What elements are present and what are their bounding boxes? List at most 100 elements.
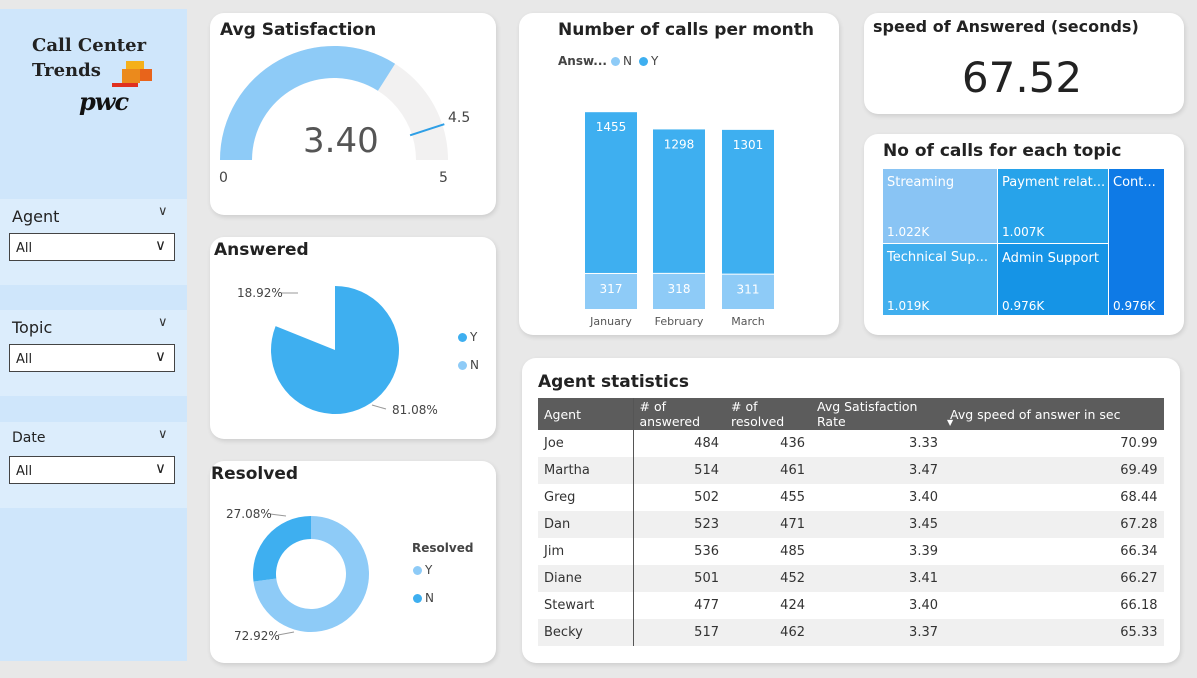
value-cell: 462 xyxy=(725,619,811,646)
speed-value: 67.52 xyxy=(961,53,1083,102)
agent-name-cell: Greg xyxy=(538,484,634,511)
legend-item-n[interactable]: N xyxy=(458,358,479,372)
bar-n[interactable] xyxy=(653,273,705,309)
legend-item-y[interactable]: Y xyxy=(413,563,432,577)
treemap-cell-cont[interactable] xyxy=(1109,169,1164,315)
column-header-satisfaction[interactable]: Avg Satisfaction Rate xyxy=(811,398,944,430)
treemap-cell-streaming[interactable] xyxy=(883,169,997,243)
agent-name-cell: Dan xyxy=(538,511,634,538)
treemap-cell-payment[interactable] xyxy=(998,169,1108,243)
legend-title: Resolved xyxy=(412,541,474,555)
sort-descending-icon: ▼ xyxy=(947,418,954,427)
value-cell: 69.49 xyxy=(944,457,1164,484)
card-title: speed of Answered (seconds) xyxy=(873,17,1139,36)
card-title: Avg Satisfaction xyxy=(220,20,377,40)
calls-per-month-card: Number of calls per month Answ... N Y 14… xyxy=(519,13,839,335)
value-cell: 3.45 xyxy=(811,511,944,538)
bar-y[interactable] xyxy=(653,129,705,273)
pie-label-n: 18.92% xyxy=(237,286,283,300)
table-row[interactable]: Jim 536 485 3.39 66.34 xyxy=(538,538,1164,565)
table-row[interactable]: Martha 514 461 3.47 69.49 xyxy=(538,457,1164,484)
slicer-topic: Topic ∨ All ∨ xyxy=(0,310,187,396)
chevron-down-icon: ∨ xyxy=(155,236,166,254)
bar-label-n: 311 xyxy=(737,283,760,297)
value-cell: 66.18 xyxy=(1120,598,1158,613)
value-cell: 3.40 xyxy=(909,598,938,613)
card-title: Answered xyxy=(214,240,309,260)
date-dropdown[interactable]: All ∨ xyxy=(9,456,175,484)
column-header-answered[interactable]: # of answered xyxy=(633,398,725,430)
agent-name-cell: Joe xyxy=(538,430,634,457)
value-cell: 66.27 xyxy=(944,565,1164,592)
pwc-logo: pwc xyxy=(79,87,129,116)
treemap-cell-technical[interactable] xyxy=(883,244,997,315)
gauge-min: 0 xyxy=(219,170,228,186)
value-cell: 477 xyxy=(694,598,719,613)
chevron-down-icon[interactable]: ∨ xyxy=(158,204,168,219)
bar-label-y: 1298 xyxy=(664,137,695,151)
bar-label-y: 1301 xyxy=(733,138,764,152)
avg-satisfaction-card: Avg Satisfaction 3.40 0 5 4.5 xyxy=(210,13,496,215)
value-cell: 3.37 xyxy=(811,619,944,646)
value-cell: 70.99 xyxy=(1120,436,1158,451)
table-row[interactable]: Stewart 477 424 3.40 66.18 xyxy=(538,592,1164,619)
legend-item-n[interactable]: N xyxy=(413,591,434,605)
value-cell: 517 xyxy=(633,619,725,646)
card-title: Agent statistics xyxy=(538,372,689,392)
chevron-down-icon: ∨ xyxy=(155,459,166,477)
chevron-down-icon[interactable]: ∨ xyxy=(158,315,168,330)
calls-bar-chart: 1455 317 January 1298 318 February 1301 311 Marc… xyxy=(585,112,774,328)
chevron-down-icon: ∨ xyxy=(155,347,166,365)
card-title: Resolved xyxy=(211,464,299,484)
gauge-value-arc xyxy=(220,45,396,160)
gauge-max: 5 xyxy=(439,170,448,186)
donut-label-n: 27.08% xyxy=(226,507,272,521)
value-cell: 67.28 xyxy=(944,511,1164,538)
value-cell: 502 xyxy=(694,490,719,505)
gauge-target-label: 4.5 xyxy=(448,110,471,126)
agent-dropdown[interactable]: All ∨ xyxy=(9,233,175,261)
value-cell: 501 xyxy=(633,565,725,592)
value-cell: 65.33 xyxy=(944,619,1164,646)
bar-n[interactable] xyxy=(722,274,774,309)
table-row[interactable]: Greg 502 455 3.40 68.44 xyxy=(538,484,1164,511)
legend-item-y[interactable]: Y xyxy=(639,54,658,68)
sidebar: Call Center Trends pwc Agent ∨ All ∨ Top… xyxy=(0,9,187,661)
value-cell: 424 xyxy=(780,598,805,613)
gauge-value: 3.40 xyxy=(303,121,379,161)
table-row[interactable]: Diane 501 452 3.41 66.27 xyxy=(538,565,1164,592)
resolved-card: Resolved 27.08% 72.92% Resolved Y N xyxy=(210,461,496,663)
column-header-agent[interactable]: Agent xyxy=(538,398,634,430)
agent-stats-table: Agent # of answered # of resolved Avg Sa… xyxy=(538,398,1164,646)
chevron-down-icon[interactable]: ∨ xyxy=(158,427,168,442)
agent-name-cell: Stewart xyxy=(538,592,634,619)
treemap-cell-admin[interactable] xyxy=(998,244,1108,315)
bar-label-y: 1455 xyxy=(596,120,627,134)
table-row[interactable]: Becky 517 462 3.37 65.33 xyxy=(538,619,1164,646)
table-row[interactable]: Dan 523 471 3.45 67.28 xyxy=(538,511,1164,538)
legend-item-n[interactable]: N xyxy=(611,54,632,68)
donut-label-y: 72.92% xyxy=(234,629,280,643)
bar-y[interactable] xyxy=(585,112,637,273)
bar-y[interactable] xyxy=(722,129,774,274)
table-row[interactable]: Joe 484 436 3.33 70.99 xyxy=(538,430,1164,457)
card-title: Number of calls per month xyxy=(558,20,815,40)
column-header-speed[interactable]: Avg speed of answer in sec ▼ xyxy=(944,398,1164,430)
value-cell: 68.44 xyxy=(1120,490,1158,505)
value-cell: 3.40 xyxy=(909,490,938,505)
donut-slice-n xyxy=(253,516,311,582)
pwc-logo-mark xyxy=(112,61,152,87)
value-cell: 452 xyxy=(725,565,811,592)
column-header-resolved[interactable]: # of resolved xyxy=(725,398,811,430)
answered-card: Answered 18.92% 81.08% Y N xyxy=(210,237,496,439)
x-tick-label: March xyxy=(731,315,765,328)
topic-dropdown[interactable]: All ∨ xyxy=(9,344,175,372)
value-cell: 461 xyxy=(725,457,811,484)
value-cell: 455 xyxy=(780,490,805,505)
gauge-target-marker xyxy=(409,123,445,137)
bar-label-n: 317 xyxy=(600,282,623,296)
legend-item-y[interactable]: Y xyxy=(458,330,477,344)
leader-line xyxy=(269,513,287,517)
answered-pie xyxy=(271,286,399,414)
bar-n[interactable] xyxy=(585,273,637,309)
